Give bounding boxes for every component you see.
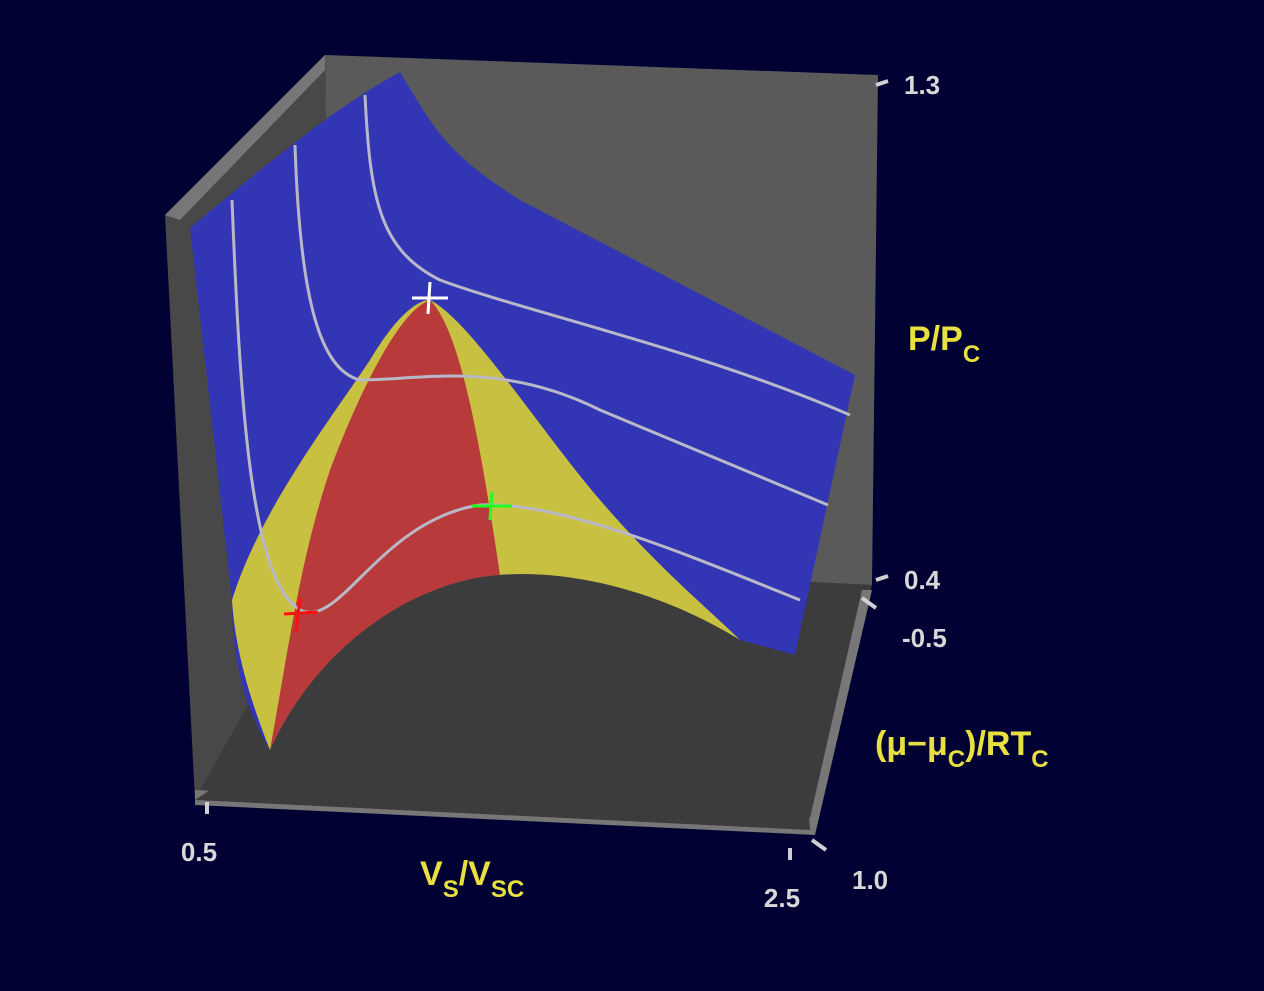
tick-mark [860, 596, 878, 610]
label-part: C [1031, 746, 1048, 773]
tick-mark [810, 838, 828, 852]
contours [230, 94, 851, 614]
floor-front [195, 574, 810, 830]
x-axis-label: VS/VSC [420, 855, 524, 903]
wall-edge [165, 55, 325, 220]
label-part: )/RT [965, 725, 1031, 763]
label-part: P/P [908, 320, 963, 358]
contour [293, 144, 829, 507]
tick-mark [875, 574, 889, 582]
label-part: C [963, 341, 980, 368]
label-part: C [948, 746, 965, 773]
surface-red [270, 300, 500, 750]
label-part: (μ−μ [875, 725, 948, 763]
tick-mark [875, 79, 889, 87]
gas-point [472, 491, 512, 521]
axis-labels: VS/VSC (μ−μC)/RTC P/PC [420, 320, 1049, 903]
y-tick-label: 1.0 [852, 865, 888, 895]
x-tick-label: 0.5 [181, 837, 217, 867]
contour [230, 199, 801, 614]
markers [283, 281, 512, 633]
x-tick-label: 2.5 [764, 883, 800, 913]
liquid-point [283, 597, 319, 633]
y-tick-label: -0.5 [902, 623, 947, 653]
label-part: V [420, 855, 443, 893]
z-tick-label: 1.3 [904, 70, 940, 100]
label-part: SC [491, 876, 524, 903]
label-part: S [443, 876, 459, 903]
z-tick-label: 0.4 [904, 565, 941, 595]
z-axis-label: P/PC [908, 320, 980, 368]
critical-point [412, 281, 448, 315]
contour [363, 94, 851, 417]
label-part: /V [459, 855, 491, 893]
y-axis-label: (μ−μC)/RTC [875, 725, 1049, 773]
